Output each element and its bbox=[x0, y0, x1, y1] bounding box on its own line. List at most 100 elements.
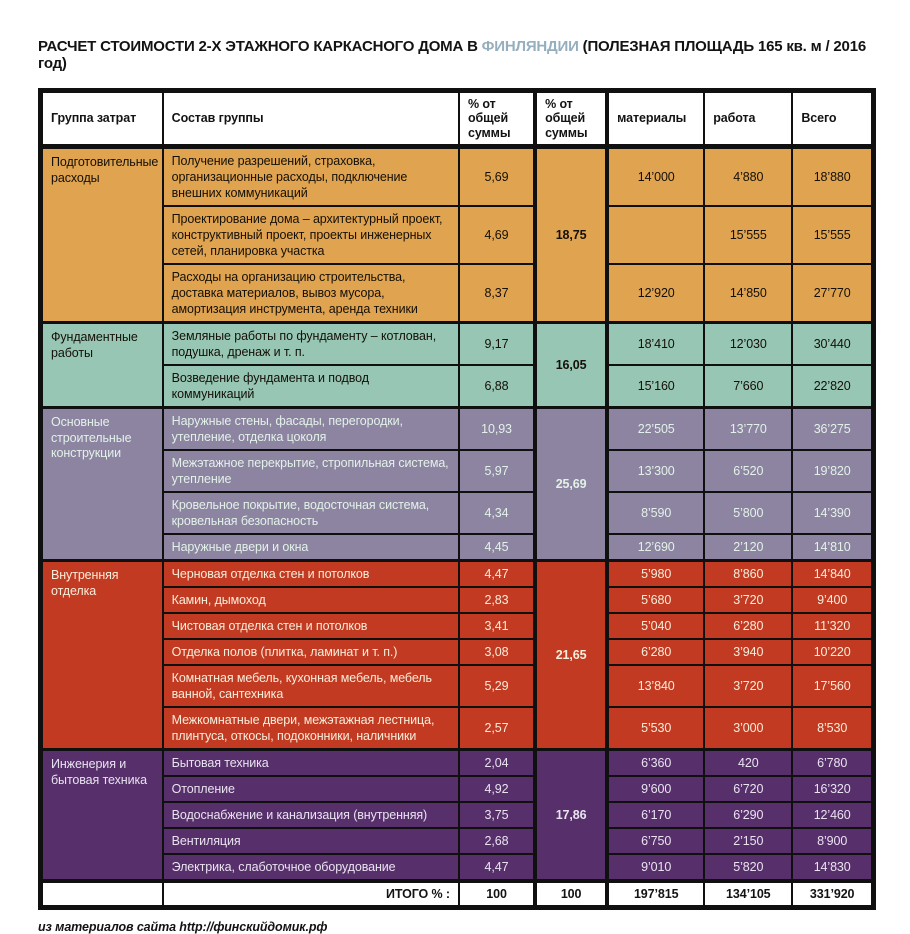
work-cell: 6’720 bbox=[703, 775, 794, 804]
percent-cell: 6,88 bbox=[457, 364, 537, 409]
cost-table: Группа затрат Состав группы % от общей с… bbox=[38, 88, 876, 911]
group-name-cell: Основные строительные конструкции bbox=[39, 406, 164, 562]
materials-cell: 5’530 bbox=[606, 706, 706, 751]
title-prefix: РАСЧЕТ СТОИМОСТИ 2-Х ЭТАЖНОГО КАРКАСНОГО… bbox=[38, 38, 482, 55]
work-cell: 8’860 bbox=[703, 559, 794, 589]
total-cell: 10’220 bbox=[791, 638, 875, 667]
total-cell: 14’830 bbox=[791, 853, 875, 883]
work-cell: 420 bbox=[703, 748, 794, 778]
percent-cell: 2,68 bbox=[457, 827, 537, 856]
percent-cell: 4,69 bbox=[457, 205, 537, 266]
composition-cell: Проектирование дома – архитектурный прое… bbox=[161, 205, 460, 266]
percent-cell: 4,47 bbox=[457, 559, 537, 589]
composition-cell: Камин, дымоход bbox=[161, 586, 460, 615]
materials-cell: 9’600 bbox=[606, 775, 706, 804]
materials-cell: 18’410 bbox=[606, 321, 706, 367]
percent-cell: 4,45 bbox=[457, 533, 537, 562]
total-cell: 27’770 bbox=[791, 263, 875, 324]
table-row: Проектирование дома – архитектурный прое… bbox=[41, 205, 875, 266]
group-name-cell: Фундаментные работы bbox=[39, 321, 164, 409]
composition-cell: Кровельное покрытие, водосточная система… bbox=[161, 491, 460, 536]
table-row: Межкомнатные двери, межэтажная лестница,… bbox=[41, 706, 875, 751]
group-percent-cell: 18,75 bbox=[533, 145, 610, 324]
work-cell: 5’820 bbox=[703, 853, 794, 883]
percent-cell: 10,93 bbox=[457, 406, 537, 452]
title-highlight: ФИНЛЯНДИИ bbox=[481, 38, 579, 55]
materials-cell: 13’840 bbox=[606, 664, 706, 709]
composition-cell: Отопление bbox=[161, 775, 460, 804]
percent-cell: 2,57 bbox=[457, 706, 537, 751]
total-cell: 14’810 bbox=[791, 533, 875, 562]
total-cell: 19’820 bbox=[791, 449, 875, 494]
col-header-work: работа bbox=[703, 89, 794, 150]
totals-empty-cell bbox=[39, 879, 164, 909]
composition-cell: Комнатная мебель, кухонная мебель, мебел… bbox=[161, 664, 460, 709]
work-cell: 13’770 bbox=[703, 406, 794, 452]
totals-total-cell: 331’920 bbox=[791, 879, 875, 909]
work-cell: 4’880 bbox=[703, 145, 794, 208]
work-cell: 3’940 bbox=[703, 638, 794, 667]
total-cell: 9’400 bbox=[791, 586, 875, 615]
materials-cell: 6’750 bbox=[606, 827, 706, 856]
work-cell: 3’720 bbox=[703, 664, 794, 709]
materials-cell: 5’680 bbox=[606, 586, 706, 615]
totals-label-cell: ИТОГО % : bbox=[161, 879, 460, 909]
composition-cell: Отделка полов (плитка, ламинат и т. п.) bbox=[161, 638, 460, 667]
materials-cell: 6’170 bbox=[606, 801, 706, 830]
totals-percent-cell: 100 bbox=[457, 879, 537, 909]
table-row: Основные строительные конструкции Наружны… bbox=[39, 406, 875, 562]
percent-cell: 4,47 bbox=[457, 853, 537, 883]
table-row: Инженерия и бытовая техника Бытовая техни… bbox=[39, 748, 875, 883]
work-cell: 6’520 bbox=[703, 449, 794, 494]
total-cell: 8’900 bbox=[791, 827, 875, 856]
total-cell: 8’530 bbox=[791, 706, 875, 751]
col-header-total: Всего bbox=[791, 89, 875, 150]
source-note: из материалов сайта http://финскийдомик.… bbox=[38, 920, 328, 934]
table-row: Комнатная мебель, кухонная мебель, мебел… bbox=[41, 664, 875, 709]
total-cell: 12’460 bbox=[791, 801, 875, 830]
work-cell: 5’800 bbox=[703, 491, 794, 536]
percent-cell: 5,97 bbox=[457, 449, 537, 494]
header-row: Группа затрат Состав группы % от общей с… bbox=[39, 89, 875, 150]
percent-cell: 3,75 bbox=[457, 801, 537, 830]
composition-cell: Водоснабжение и канализация (внутренняя) bbox=[161, 801, 460, 830]
composition-cell: Бытовая техника bbox=[161, 748, 460, 778]
total-cell: 15’555 bbox=[791, 205, 875, 266]
materials-cell: 9’010 bbox=[606, 853, 706, 883]
composition-cell: Электрика, слаботочное оборудование bbox=[161, 853, 460, 883]
percent-cell: 4,92 bbox=[457, 775, 537, 804]
work-cell: 2’150 bbox=[703, 827, 794, 856]
total-cell: 14’840 bbox=[791, 559, 875, 589]
work-cell: 3’720 bbox=[703, 586, 794, 615]
table-row: Межэтажное перекрытие, стропильная систе… bbox=[41, 449, 875, 494]
col-header-group-composition: Состав группы bbox=[161, 89, 460, 150]
table-row: Чистовая отделка стен и потолков 3,41 5’04… bbox=[41, 612, 875, 641]
page-title: РАСЧЕТ СТОИМОСТИ 2-Х ЭТАЖНОГО КАРКАСНОГО… bbox=[38, 38, 874, 72]
percent-cell: 8,37 bbox=[457, 263, 537, 324]
table-row: Кровельное покрытие, водосточная система… bbox=[41, 491, 875, 536]
materials-cell: 5’980 bbox=[606, 559, 706, 589]
composition-cell: Межэтажное перекрытие, стропильная систе… bbox=[161, 449, 460, 494]
group-percent-cell: 17,86 bbox=[533, 748, 610, 883]
total-cell: 17’560 bbox=[791, 664, 875, 709]
total-cell: 14’390 bbox=[791, 491, 875, 536]
materials-cell: 22’505 bbox=[606, 406, 706, 452]
percent-cell: 5,69 bbox=[457, 145, 537, 208]
percent-cell: 9,17 bbox=[457, 321, 537, 367]
composition-cell: Чистовая отделка стен и потолков bbox=[161, 612, 460, 641]
materials-cell: 12’690 bbox=[606, 533, 706, 562]
table-row: Отделка полов (плитка, ламинат и т. п.) 3… bbox=[41, 638, 875, 667]
page: РАСЧЕТ СТОИМОСТИ 2-Х ЭТАЖНОГО КАРКАСНОГО… bbox=[38, 38, 876, 934]
totals-work-cell: 134’105 bbox=[703, 879, 794, 909]
total-cell: 30’440 bbox=[791, 321, 875, 367]
materials-cell: 12’920 bbox=[606, 263, 706, 324]
work-cell: 12’030 bbox=[703, 321, 794, 367]
table-row: Фундаментные работы Земляные работы по фу… bbox=[39, 321, 875, 409]
total-cell: 36’275 bbox=[791, 406, 875, 452]
table-row: Возведение фундамента и подвод коммуника… bbox=[41, 364, 875, 409]
materials-cell bbox=[606, 205, 706, 266]
composition-cell: Вентиляция bbox=[161, 827, 460, 856]
group-name-cell: Подготовительные расходы bbox=[39, 145, 164, 324]
col-header-percent-of-total-group: % от общей суммы bbox=[533, 89, 610, 150]
table-row: Вентиляция 2,68 6’750 2’150 8’900 bbox=[41, 827, 875, 856]
